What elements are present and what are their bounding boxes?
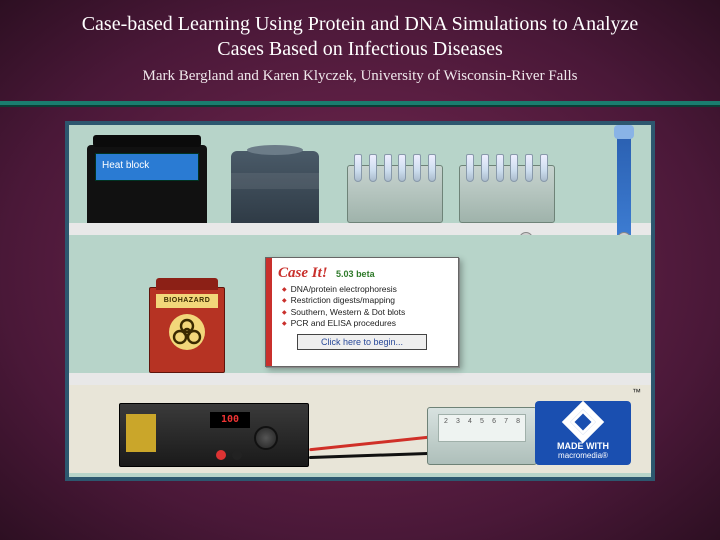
microcentrifuge[interactable] bbox=[231, 151, 319, 223]
tube-rack-1[interactable] bbox=[347, 165, 443, 223]
title-line-1: Case-based Learning Using Protein and DN… bbox=[60, 12, 660, 37]
warning-label-icon bbox=[126, 414, 156, 452]
gel-lanes: 23 45 67 8 bbox=[444, 418, 520, 436]
power-supply[interactable]: 100 bbox=[119, 403, 309, 467]
begin-button[interactable]: Click here to begin... bbox=[297, 334, 427, 350]
jack-red[interactable] bbox=[216, 450, 226, 460]
heat-block-screen: Heat block bbox=[95, 153, 199, 181]
title-block: Case-based Learning Using Protein and DN… bbox=[0, 0, 720, 91]
voltage-knob[interactable] bbox=[254, 426, 278, 450]
authors: Mark Bergland and Karen Klyczek, Univers… bbox=[60, 68, 660, 85]
macromedia-badge: MADE WITH macromedia® bbox=[535, 401, 631, 465]
feature-item: PCR and ELISA procedures bbox=[282, 318, 458, 329]
divider-rule bbox=[0, 101, 720, 107]
tube-rack-2[interactable] bbox=[459, 165, 555, 223]
feature-item: Southern, Western & Dot blots bbox=[282, 307, 458, 318]
shelf-middle: BIOHAZARD Case It! 5.03 beta DNA/protein… bbox=[69, 235, 651, 385]
heat-block[interactable]: Heat block bbox=[87, 145, 207, 223]
feature-item: DNA/protein electrophoresis bbox=[282, 284, 458, 295]
caseit-features: DNA/protein electrophoresis Restriction … bbox=[282, 284, 458, 330]
shelf-top: Heat block bbox=[69, 125, 651, 235]
lead-black bbox=[309, 452, 429, 459]
biohazard-bin[interactable]: BIOHAZARD bbox=[149, 287, 225, 373]
biohazard-label: BIOHAZARD bbox=[156, 294, 218, 308]
lead-red bbox=[309, 436, 429, 452]
macromedia-logo-icon bbox=[562, 400, 604, 442]
caseit-name: Case It! bbox=[278, 265, 328, 281]
jack-black[interactable] bbox=[232, 450, 242, 460]
caseit-title: Case It! 5.03 beta bbox=[278, 264, 458, 282]
caseit-version: 5.03 beta bbox=[336, 269, 375, 279]
shelf-bottom: ™ 100 23 45 67 8 MADE WITH macromedia® bbox=[69, 385, 651, 473]
biohazard-icon bbox=[169, 314, 205, 350]
gel-box[interactable]: 23 45 67 8 bbox=[427, 407, 537, 465]
title-line-2: Cases Based on Infectious Diseases bbox=[60, 37, 660, 62]
caseit-dialog: Case It! 5.03 beta DNA/protein electroph… bbox=[265, 257, 459, 367]
lab-simulation-screenshot: Heat block BIOHAZARD bbox=[65, 121, 655, 481]
mm-line2: macromedia® bbox=[558, 451, 608, 460]
trademark-symbol: ™ bbox=[632, 387, 641, 397]
feature-item: Restriction digests/mapping bbox=[282, 295, 458, 306]
micropipette[interactable] bbox=[617, 131, 631, 243]
voltage-display: 100 bbox=[210, 412, 250, 428]
caseit-accent bbox=[266, 258, 272, 366]
